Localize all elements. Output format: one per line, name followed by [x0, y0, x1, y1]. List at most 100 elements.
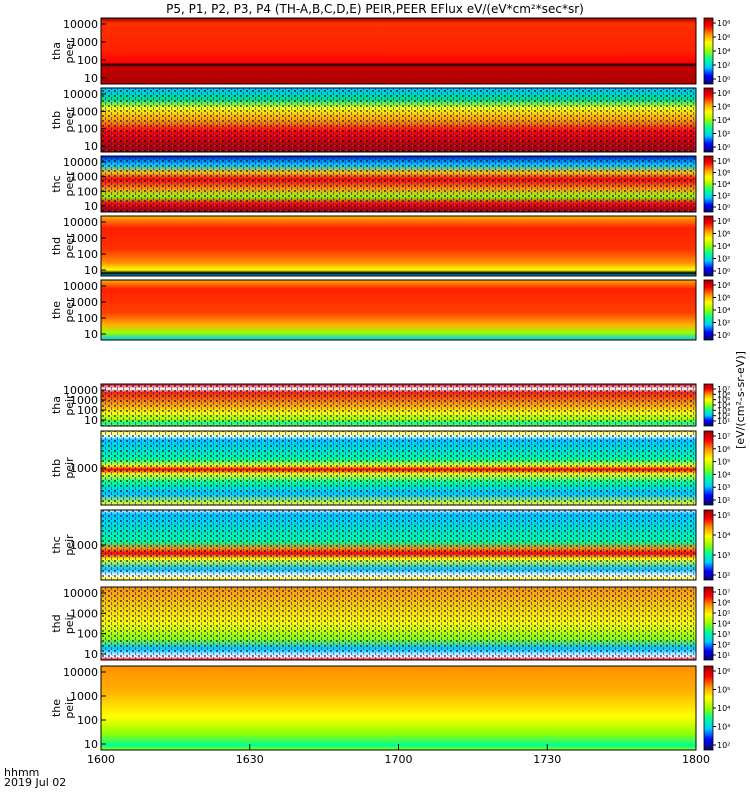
y-tick-label: 100: [77, 404, 98, 417]
y-tick-label: 10: [84, 648, 98, 661]
colorbar-tick-label: 10⁶: [717, 667, 730, 676]
y-tick-label: 100: [77, 54, 98, 67]
colorbar-tick-label: 10²: [717, 571, 730, 580]
panel-thb-peer: 10000 1000 100 10 thb peer 10⁸ 10⁶ 10⁴ 10² 10⁰: [50, 87, 730, 153]
panel-label-product: peer: [63, 233, 76, 259]
colorbar-tick-label: 10⁶: [717, 390, 730, 399]
y-tick-label: 1000: [70, 105, 98, 118]
colorbar-tick-label: 10⁷: [717, 385, 730, 394]
x-axis: [eV/(cm²-s-sr-eV)] 1600 1630 1700 1730 1800: [87, 351, 747, 766]
colorbar: [703, 665, 714, 751]
colorbar-tick-label: 10⁰: [717, 203, 730, 212]
colorbar-tick-label: 10⁴: [717, 306, 730, 315]
colorbar-tick-label: 10²: [717, 192, 730, 201]
x-tick-label: 1600: [87, 753, 115, 766]
colorbar-tick-label: 10²: [717, 130, 730, 139]
spectrogram-noise: [101, 510, 696, 580]
panel-label-probe: thd: [50, 614, 63, 632]
panel-the-peer: 10000 1000 100 10 the peer 10⁸ 10⁶ 10⁴ 10² 10⁰: [50, 279, 730, 341]
y-tick-label: 1000: [70, 36, 98, 49]
y-tick-label: 10: [84, 264, 98, 277]
colorbar-tick-label: 10⁴: [717, 116, 730, 125]
panel-thc-peir: 1000 thc peir 10⁵ 10⁴ 10³ 10²: [50, 509, 730, 581]
colorbar-tick-label: 10⁶: [717, 169, 730, 178]
y-tick-label: 10000: [63, 666, 98, 679]
y-tick-label: 1000: [70, 232, 98, 245]
y-tick-label: 10000: [63, 216, 98, 229]
x-axis-prefix-hhmm: hhmm: [4, 766, 40, 779]
panel-label-probe: thc: [50, 175, 63, 192]
panel-label-probe: thb: [50, 111, 63, 129]
panel-tha-peer: 10000 1000 100 10 tha peer 10⁸ 10⁶ 10⁴ 10² 10⁰: [50, 17, 730, 85]
colorbar: [703, 586, 714, 661]
y-tick-label: 10: [84, 72, 98, 85]
spectrogram-image: [101, 666, 696, 750]
panel-label-probe: tha: [50, 396, 63, 414]
panel-label-product: peir: [63, 394, 76, 416]
colorbar-tick-label: 10⁵: [717, 396, 730, 405]
colorbar-tick-label: 10⁰: [717, 331, 730, 340]
y-tick-label: 10000: [63, 156, 98, 169]
spectrogram-image: [101, 18, 696, 84]
colorbar-tick-label: 10⁰: [717, 267, 730, 276]
panel-frame: [100, 383, 697, 427]
y-tick-label: 10000: [63, 280, 98, 293]
panel-frame: [100, 17, 697, 85]
y-tick-label: 1000: [70, 394, 98, 407]
colorbar-tick-label: 10³: [717, 723, 730, 732]
panel-label-probe: tha: [50, 42, 63, 60]
colorbar-tick-label: 10²: [717, 412, 730, 421]
colorbar-tick-label: 10⁴: [717, 620, 730, 629]
y-tick-label: 10: [84, 140, 98, 153]
panel-label-product: peer: [63, 107, 76, 133]
panel-label-product: peir: [63, 457, 76, 479]
spectrogram-noise: [101, 384, 696, 426]
panel-frame: [100, 87, 697, 153]
panel-label-product: peir: [63, 612, 76, 634]
colorbar-tick-label: 10²: [717, 741, 730, 750]
spectrogram-noise: [101, 156, 696, 212]
y-tick-label: 100: [77, 628, 98, 641]
y-tick-label: 1000: [70, 690, 98, 703]
spectrogram-noise: [101, 431, 696, 505]
panel-label-product: peer: [63, 38, 76, 64]
y-tick-label: 100: [77, 185, 98, 198]
y-tick-label: 1000: [70, 171, 98, 184]
spectrogram-noise: [101, 587, 696, 660]
y-tick-label: 1000: [70, 607, 98, 620]
colorbar: [703, 215, 714, 277]
colorbar: [703, 155, 714, 213]
x-tick-label: 1700: [385, 753, 413, 766]
panel-label-product: peer: [63, 297, 76, 323]
y-tick-label: 10: [84, 200, 98, 213]
colorbar-tick-label: 10⁶: [717, 103, 730, 112]
y-tick-label: 100: [77, 123, 98, 136]
colorbar-tick-label: 10¹: [717, 651, 730, 660]
colorbar-tick-label: 10⁵: [717, 458, 730, 467]
colorbar: [703, 87, 714, 153]
panel-label-probe: the: [50, 301, 63, 319]
colorbar: [703, 430, 714, 506]
colorbar-tick-label: 10²: [717, 496, 730, 505]
colorbar-tick-label: 10²: [717, 641, 730, 650]
colorbar: [703, 279, 714, 341]
colorbar-tick-label: 10⁴: [717, 47, 730, 56]
y-tick-label: 10: [84, 328, 98, 341]
colorbar-tick-label: 10⁶: [717, 599, 730, 608]
y-tick-label: 10: [84, 738, 98, 751]
colorbar-tick-label: 10³: [717, 551, 730, 560]
colorbar-tick-label: 10⁵: [717, 686, 730, 695]
y-tick-label: 1000: [70, 462, 98, 475]
colorbar: [703, 17, 714, 85]
panel-frame: [100, 279, 697, 341]
colorbar-tick-label: 10⁷: [717, 432, 730, 441]
panel-thd-peer: 10000 1000 100 10 thd peer 10⁸ 10⁶ 10⁴ 10² 10⁰: [50, 215, 730, 277]
colorbar-tick-label: 10¹: [717, 417, 730, 426]
colorbar-tick-label: 10⁵: [717, 511, 730, 520]
panel-label-probe: the: [50, 699, 63, 717]
y-tick-label: 10000: [63, 587, 98, 600]
y-tick-label: 1000: [70, 296, 98, 309]
